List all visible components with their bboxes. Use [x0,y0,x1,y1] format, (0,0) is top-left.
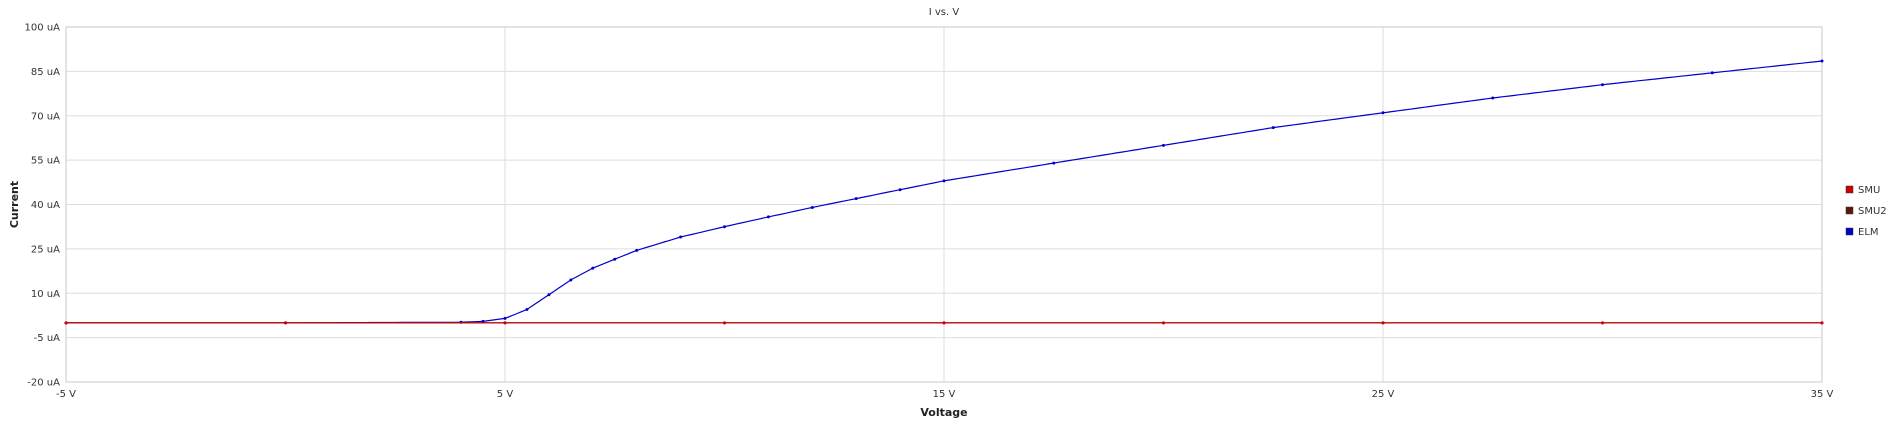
x-axis-title: Voltage [920,406,967,419]
legend-swatch [1845,185,1854,194]
x-axis-ticks: -5 V 5 V 15 V 25 V 35 V [56,389,1834,400]
data-point [766,215,770,219]
legend-swatch [1845,227,1854,236]
y-axis-title: Current [8,181,21,228]
data-point [1491,96,1495,100]
data-point [525,308,529,312]
data-point [1381,111,1385,115]
x-tick-label: 25 V [1372,389,1395,400]
x-tick-label: 35 V [1811,389,1834,400]
data-point [898,188,902,192]
series-layer [64,59,1824,325]
legend-label: SMU2 [1858,206,1887,217]
data-point [1162,143,1165,147]
data-point [1052,161,1056,165]
legend-label: SMU [1858,185,1880,196]
data-point [854,197,858,201]
data-point [1820,59,1824,63]
y-tick-label: 40 uA [31,200,60,211]
data-point [1381,321,1385,325]
y-tick-label: 100 uA [25,23,61,34]
chart-title: I vs. V [929,7,960,18]
data-point [635,248,639,252]
x-tick-label: 15 V [933,389,956,400]
data-point [1710,71,1714,75]
y-tick-label: 55 uA [31,156,60,167]
legend-label: ELM [1858,227,1879,238]
y-tick-label: 10 uA [31,289,60,300]
data-point [613,257,617,261]
data-point [1162,321,1165,325]
data-point [723,225,726,229]
data-point [547,293,551,297]
y-tick-label: -5 uA [34,333,60,344]
data-point [569,278,573,282]
data-point [679,235,683,239]
data-point [1601,321,1604,325]
data-point [284,321,287,325]
data-point [1271,126,1275,130]
series-smu [64,321,1824,325]
data-point [942,321,946,325]
data-point [723,321,726,325]
y-tick-label: 25 uA [31,244,60,255]
data-point [810,205,814,209]
data-point [591,266,595,270]
y-tick-label: 85 uA [31,67,60,78]
y-tick-label: 70 uA [31,111,60,122]
x-tick-label: -5 V [56,389,76,400]
data-point [1820,321,1824,325]
legend: SMU SMU2 ELM [1845,185,1887,238]
data-point [942,179,946,183]
data-point [1601,83,1604,87]
data-point [503,321,507,325]
data-point [503,316,507,320]
grid [65,26,1823,383]
legend-swatch [1845,206,1854,215]
y-axis-ticks: -20 uA -5 uA 10 uA 25 uA 40 uA 55 uA 70 uA 85 u… [25,23,61,389]
plot-area [65,26,1823,383]
x-tick-label: 5 V [497,389,514,400]
data-point [481,319,485,323]
data-point [64,321,68,325]
y-tick-label: -20 uA [27,378,60,389]
